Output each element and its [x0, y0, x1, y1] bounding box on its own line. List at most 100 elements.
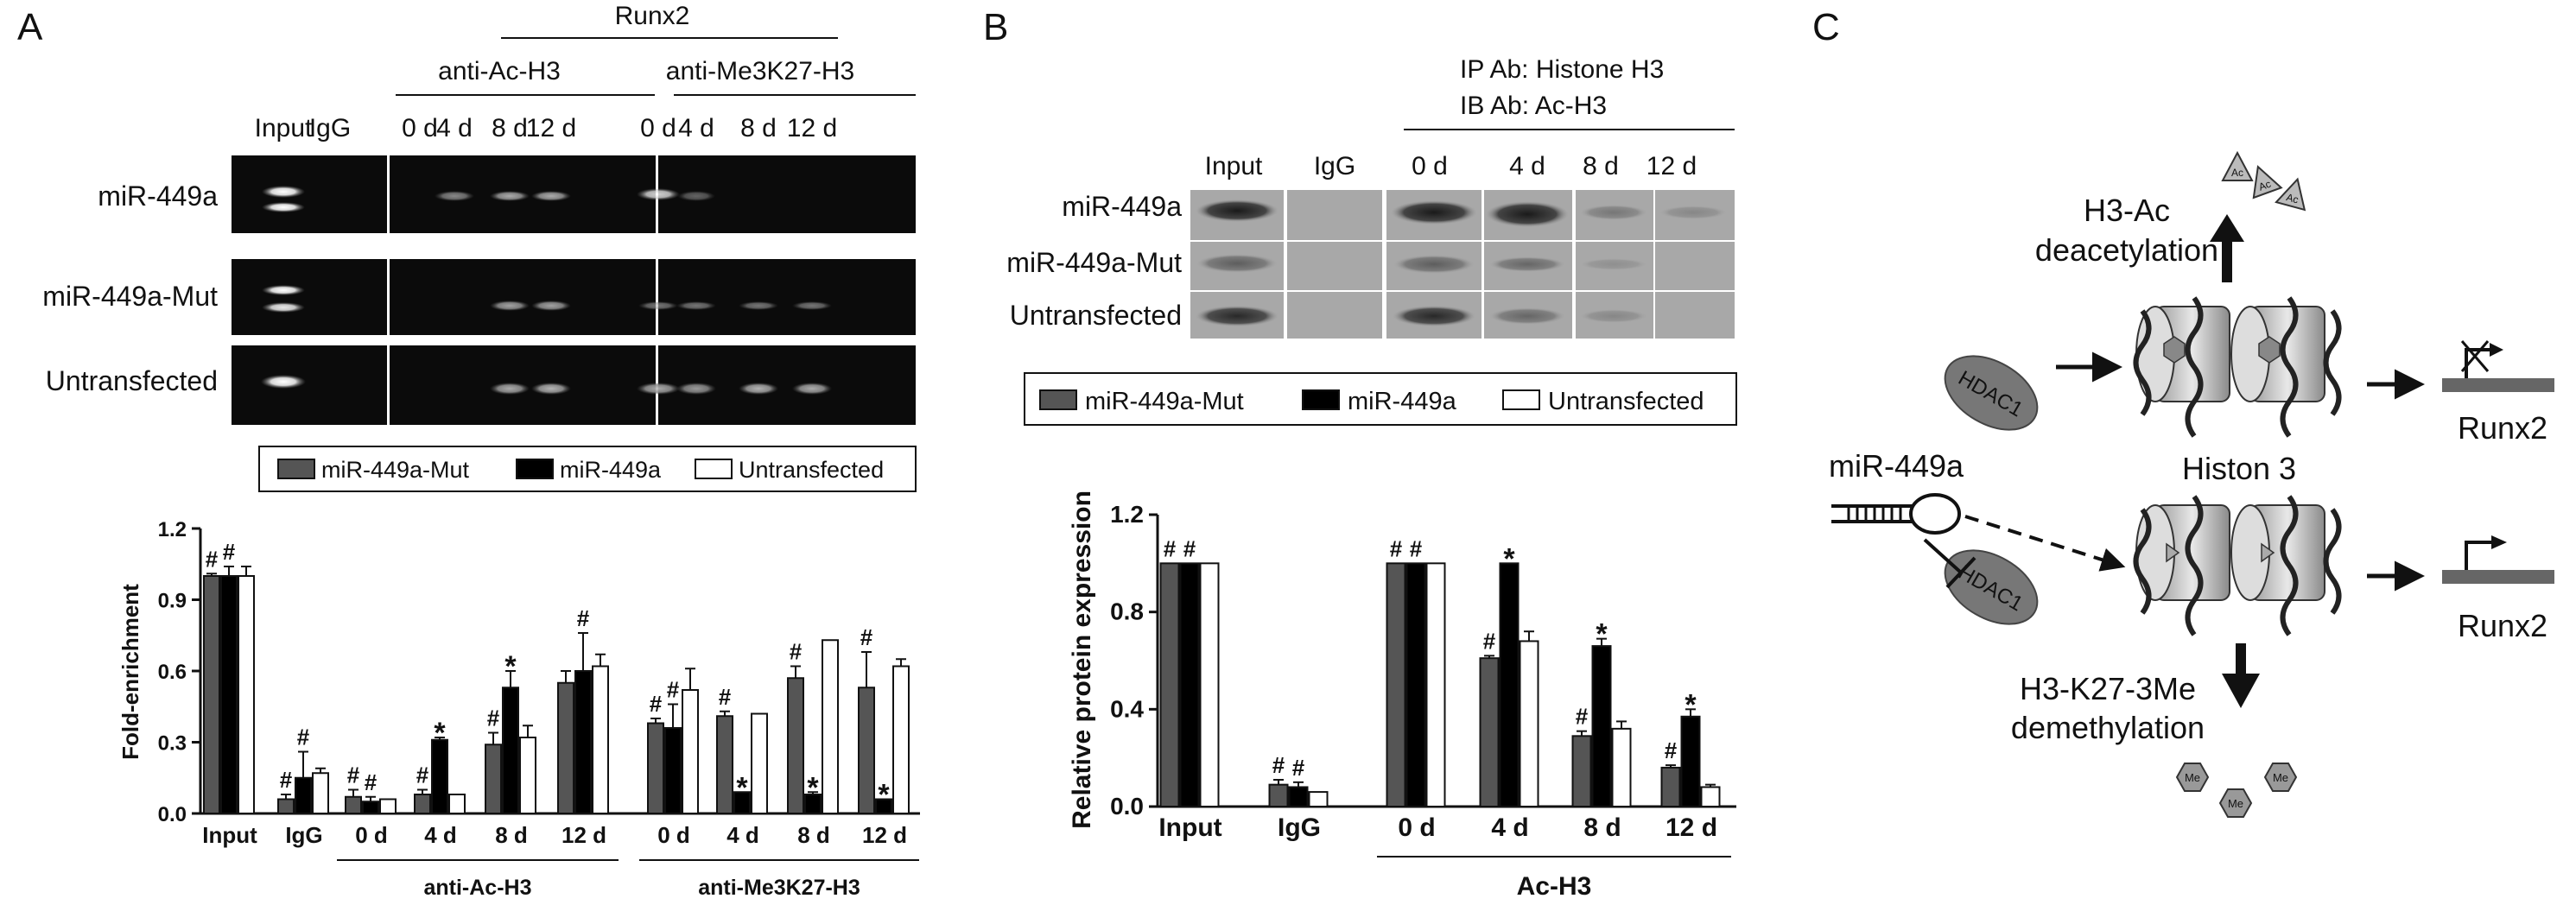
y-tick-label: 0.9	[158, 590, 187, 613]
svg-text:Me: Me	[2273, 771, 2288, 784]
significance-mark: #	[206, 546, 219, 572]
y-tick-label: 0.6	[158, 661, 187, 684]
svg-text:Ac: Ac	[2257, 178, 2273, 193]
gel-band	[435, 191, 474, 201]
significance-mark: #	[1390, 535, 1403, 561]
gel-band	[676, 301, 716, 310]
significance-mark: #	[650, 691, 663, 717]
blot-band	[1579, 205, 1648, 220]
bar-untransfected	[822, 639, 839, 814]
down-arrow	[2222, 643, 2260, 708]
legend-a-label-untr: Untransfected	[739, 457, 884, 483]
bar-mir-449a-mut	[345, 795, 362, 814]
bar-mir-449a-mut	[647, 722, 664, 814]
blot-band	[1659, 206, 1728, 219]
gel-block	[232, 345, 387, 425]
legend-a-label-mut: miR-449a-Mut	[321, 457, 470, 483]
gel-band	[531, 191, 571, 201]
histon-label: Histon 3	[2182, 451, 2296, 486]
gel-lane-label: Input	[255, 114, 313, 142]
bar-mir-449a	[733, 791, 751, 814]
significance-mark: #	[1164, 535, 1177, 561]
gel-block	[658, 259, 916, 335]
runx2-label-bottom: Runx2	[2458, 608, 2547, 643]
legend-b: miR-449a-Mut miR-449a Untransfected	[1024, 372, 1737, 426]
nucleosome-bottom	[2133, 495, 2342, 636]
panel-a: A Runx2 anti-Ac-H3 anti-Me3K27-H3 InputI…	[17, 2, 920, 900]
significance-mark: #	[487, 706, 500, 731]
x-tick-label: 12 d	[562, 822, 606, 848]
blot-ib-line: IB Ab: Ac-H3	[1460, 92, 1607, 120]
mirna-hairpin-icon	[1831, 493, 1961, 535]
gel-band	[637, 188, 680, 200]
blot-band	[1488, 256, 1566, 272]
significance-mark: #	[1183, 535, 1196, 561]
h3ac-label-line1: H3-Ac	[2084, 193, 2170, 228]
blot-band	[1196, 199, 1278, 222]
gel-row-label: miR-449a-Mut	[42, 281, 218, 312]
gel-block	[232, 155, 387, 233]
blot-ip-line: IP Ab: Histone H3	[1460, 55, 1664, 84]
legend-b-swatch-mut	[1039, 389, 1077, 410]
significance-mark: #	[1292, 755, 1305, 781]
gel-lane-label: 8 d	[492, 114, 528, 142]
bar-untransfected	[682, 689, 699, 814]
gel-band	[262, 302, 305, 313]
significance-mark: *	[504, 650, 517, 683]
ac-marker: Ac	[2275, 177, 2306, 212]
bar-untransfected	[1199, 562, 1220, 807]
bar-mir-449a-mut	[1571, 735, 1592, 807]
bar-mir-449a-mut	[787, 677, 804, 814]
gel-band	[792, 383, 832, 395]
bar-untransfected	[1700, 786, 1721, 808]
x-tick-label: IgG	[1278, 813, 1321, 842]
bar-mir-449a	[220, 575, 238, 814]
gene-top-silenced	[2442, 340, 2554, 392]
x-tick-label: Input	[1158, 813, 1221, 842]
gel-row-label: miR-449a	[98, 180, 218, 212]
svg-text:Ac: Ac	[2285, 191, 2300, 206]
me-marker-group: Me Me Me	[2175, 763, 2298, 818]
x-tick-label: IgG	[285, 822, 322, 848]
inhibition-arrow	[1923, 538, 1976, 589]
blot-row-label: Untransfected	[1010, 300, 1182, 331]
bar-mir-449a-mut	[1479, 657, 1500, 808]
svg-text:Ac: Ac	[2231, 167, 2243, 179]
significance-mark: #	[1483, 628, 1496, 654]
y-tick-label: 0.0	[158, 803, 187, 826]
bar-untransfected	[448, 794, 466, 814]
me-marker: Me	[2263, 763, 2298, 792]
significance-mark: #	[347, 763, 360, 788]
gel-lane-label: 12 d	[526, 114, 576, 142]
gel-lane-label: 8 d	[740, 114, 777, 142]
bar-mir-449a-mut	[1268, 783, 1289, 808]
gel-band	[261, 375, 306, 389]
bar-mir-449a	[574, 670, 592, 814]
blot-row-label: miR-449a-Mut	[1006, 247, 1182, 278]
gel-band	[739, 301, 778, 310]
bar-mir-449a	[1405, 562, 1426, 807]
ac-marker: Ac	[2221, 150, 2254, 181]
nucleosome-top	[2133, 296, 2342, 438]
x-tick-label: 12 d	[862, 822, 907, 848]
legend-b-swatch-mir	[1302, 389, 1340, 410]
significance-mark: #	[280, 767, 293, 793]
y-axis-label: Relative protein expression	[1068, 490, 1096, 829]
k27-label-line2: demethylation	[2011, 710, 2205, 745]
significance-mark: *	[1503, 542, 1515, 575]
significance-mark: #	[577, 605, 590, 631]
significance-mark: #	[1272, 752, 1285, 778]
up-arrow	[2210, 214, 2244, 282]
bar-mir-449a	[1591, 645, 1612, 807]
significance-mark: #	[1665, 737, 1678, 763]
y-tick-label: 0.4	[1110, 695, 1144, 722]
me-marker: Me	[2175, 763, 2210, 792]
significance-mark: #	[223, 539, 236, 565]
gel-lane-label: IgG	[309, 114, 351, 142]
bar-untransfected	[312, 772, 329, 814]
significance-mark: #	[416, 763, 429, 788]
bar-mir-449a	[502, 687, 519, 814]
blot-band	[1579, 258, 1648, 270]
legend-a-swatch-mut	[277, 459, 315, 479]
